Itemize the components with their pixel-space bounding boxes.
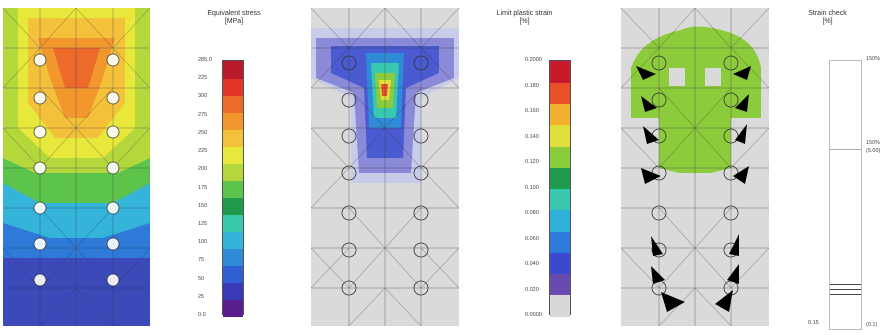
colorbar-segment: [223, 231, 243, 249]
colorbar-segment: [550, 82, 570, 104]
colorbar-segment: [550, 188, 570, 211]
colorbar-segment: [550, 209, 570, 232]
colorbar-segment: [550, 273, 570, 296]
colorbar-segment: [223, 163, 243, 181]
colorbar-segment: [223, 129, 243, 147]
strain-label-bot2: (0.1): [866, 322, 878, 328]
strain-check-plot: [621, 8, 769, 326]
colorbar-tick-label: 0.100: [525, 184, 539, 191]
colorbar-tick-label: 0.140: [525, 133, 539, 140]
stress-colorbar: [222, 60, 244, 317]
colorbar-segment: [550, 252, 570, 274]
colorbar-segment: [223, 265, 243, 283]
strain-label-top: 150%: [866, 56, 881, 62]
colorbar-tick-label: 0.020: [525, 286, 539, 293]
colorbar-segment: [550, 124, 570, 147]
colorbar-tick-label: 225: [198, 148, 208, 155]
colorbar-tick-label: 100: [198, 239, 208, 246]
plastic-colorbar: [549, 60, 571, 317]
colorbar-segment: [223, 180, 243, 198]
colorbar-tick-label: 0.0: [198, 312, 206, 318]
plastic-legend-title: Limit plastic strain [%]: [496, 10, 553, 25]
colorbar-tick-label: 250: [198, 129, 208, 136]
strain-check-line-mid: [830, 149, 861, 150]
colorbar-tick-label: 285.0: [198, 57, 212, 63]
colorbar-tick-label: 300: [198, 93, 208, 100]
colorbar-tick-label: 50: [198, 275, 205, 282]
colorbar-segment: [550, 61, 570, 83]
colorbar-segment: [550, 103, 570, 126]
colorbar-segment: [223, 78, 243, 96]
colorbar-tick-label: 0.180: [525, 82, 539, 89]
colorbar-segment: [223, 61, 243, 79]
stress-contour-plot: [3, 8, 150, 326]
colorbar-segment: [550, 294, 570, 317]
strain-label-mid2: (5.00): [866, 148, 881, 154]
colorbar-tick-label: 25: [198, 293, 205, 300]
plastic-strain-plot: [311, 8, 459, 326]
colorbar-tick-label: 0.0000: [525, 312, 542, 318]
strain-check-line-bot1: [830, 284, 861, 285]
colorbar-segment: [223, 197, 243, 215]
strain-label-bot: 0.15: [808, 320, 819, 326]
colorbar-segment: [550, 231, 570, 253]
colorbar-tick-label: 0.160: [525, 108, 539, 114]
stress-legend-title: Equivalent stress [MPa]: [207, 10, 261, 25]
colorbar-segment: [223, 282, 243, 300]
colorbar-segment: [223, 248, 243, 266]
colorbar-tick-label: 225: [198, 75, 208, 82]
colorbar-tick-label: 275: [198, 111, 208, 118]
colorbar-tick-label: 200: [198, 166, 208, 173]
colorbar-tick-label: 0.040: [525, 261, 539, 267]
colorbar-segment: [223, 112, 243, 130]
colorbar-tick-label: 125: [198, 220, 208, 227]
colorbar-segment: [223, 146, 243, 164]
colorbar-tick-label: 0.120: [525, 159, 539, 165]
colorbar-segment: [550, 167, 570, 189]
strain-check-line-bot2: [830, 289, 861, 290]
colorbar-tick-label: 0.2000: [525, 57, 542, 63]
colorbar-tick-label: 75: [198, 257, 205, 264]
colorbar-tick-label: 150: [198, 202, 208, 209]
strain-legend-title: Strain check [%]: [808, 10, 847, 25]
strain-check-bar: [829, 60, 862, 330]
strain-label-mid1: 150%: [866, 140, 881, 146]
colorbar-tick-label: 0.060: [525, 235, 539, 242]
colorbar-segment: [223, 299, 243, 317]
colorbar-tick-label: 0.080: [525, 210, 539, 216]
strain-check-line-bot3: [830, 294, 861, 295]
colorbar-segment: [550, 146, 570, 168]
colorbar-segment: [223, 95, 243, 113]
colorbar-segment: [223, 214, 243, 232]
colorbar-tick-label: 175: [198, 184, 208, 191]
